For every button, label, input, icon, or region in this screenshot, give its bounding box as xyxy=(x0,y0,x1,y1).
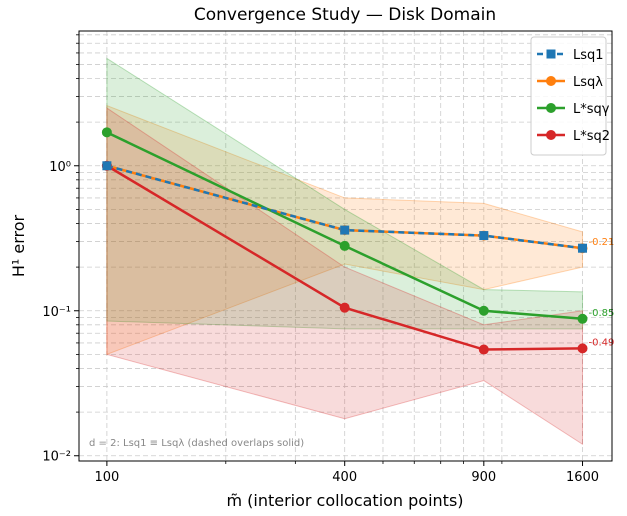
series-lines xyxy=(106,131,583,351)
plot-frame xyxy=(78,30,613,462)
legend-box xyxy=(530,36,607,156)
data-point xyxy=(339,302,350,313)
grid-lines xyxy=(79,31,612,461)
y-axis-label: H¹ error xyxy=(9,214,28,277)
data-point xyxy=(479,231,489,241)
data-point xyxy=(478,305,489,316)
x-axis-ticks: 100 400 900 1600 xyxy=(94,461,599,485)
legend-marker xyxy=(546,103,556,113)
legend-marker xyxy=(546,76,556,86)
x-tick-label: 900 xyxy=(471,470,496,485)
data-point xyxy=(102,161,112,171)
error-band xyxy=(106,57,584,330)
legend-label: L*sqγ xyxy=(573,102,610,117)
slope-label: -0.85 xyxy=(589,308,615,319)
legend-label: L*sq2 xyxy=(573,129,610,144)
x-tick-label: 1600 xyxy=(566,470,599,485)
series-line xyxy=(106,164,583,250)
series-line xyxy=(106,131,583,321)
data-point xyxy=(577,313,588,324)
y-tick-label: 10⁻¹ xyxy=(42,305,71,320)
legend-marker xyxy=(546,130,556,140)
data-point xyxy=(578,243,588,253)
y-tick-label: 10⁰ xyxy=(49,160,71,175)
slope-labels: -0.21 -0.85 -0.49 xyxy=(589,237,615,348)
series-markers xyxy=(101,127,588,355)
x-axis-label: m̃ (interior collocation points) xyxy=(226,491,463,510)
legend-marker xyxy=(546,49,556,59)
error-band xyxy=(106,107,584,446)
chart-title: Convergence Study — Disk Domain xyxy=(194,5,496,25)
y-tick-label: 10⁻² xyxy=(42,450,71,465)
x-tick-label: 400 xyxy=(332,470,357,485)
legend: Lsq1 Lsqλ L*sqγ L*sq2 xyxy=(530,36,610,156)
slope-label: -0.49 xyxy=(589,337,615,348)
series-line xyxy=(106,164,583,351)
data-point xyxy=(339,240,350,251)
y-axis-ticks: 10⁻² 10⁻¹ 10⁰ xyxy=(42,34,79,465)
legend-label: Lsq1 xyxy=(573,48,604,63)
slope-label: -0.21 xyxy=(589,237,615,248)
data-point xyxy=(478,344,489,355)
x-tick-label: 100 xyxy=(94,470,119,485)
data-point xyxy=(577,343,588,354)
data-point xyxy=(340,225,350,235)
overlap-annotation: d = 2: Lsq1 ≡ Lsqλ (dashed overlaps soli… xyxy=(89,438,304,449)
legend-label: Lsqλ xyxy=(573,75,603,90)
data-point xyxy=(101,127,112,138)
